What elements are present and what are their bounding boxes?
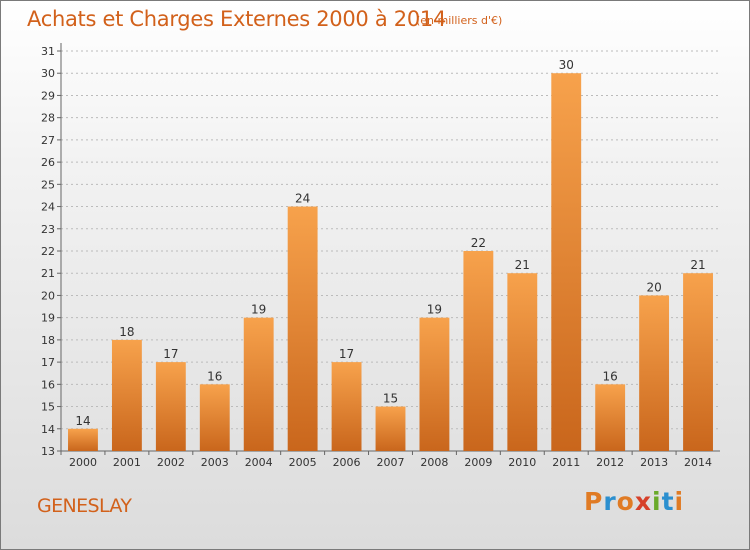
bar-value-label: 19 [427,303,442,317]
y-tick-label: 31 [41,45,55,58]
bar [683,273,713,451]
logo-letter: o [616,487,635,516]
bar-value-label: 24 [295,192,310,206]
bar [155,362,186,451]
bar [463,251,494,451]
x-tick-label: 2009 [464,456,492,469]
bar-value-label: 22 [471,236,486,250]
bar [111,339,142,451]
bar-value-label: 17 [339,347,354,361]
chart-unit-note: (en milliers d'€) [416,14,503,27]
y-tick-label: 21 [41,267,55,280]
logo-letter: t [661,487,675,516]
bar [375,406,406,451]
logo-letter: P [584,487,604,516]
y-tick-label: 15 [41,401,55,414]
bar-value-label: 17 [163,347,178,361]
bar-value-label: 19 [251,303,266,317]
bar-value-label: 21 [690,258,705,272]
bar [199,384,230,451]
bar [287,206,318,451]
bar-value-label: 30 [559,58,574,72]
y-tick-label: 30 [41,67,55,80]
y-tick-label: 13 [41,445,55,458]
bar [68,428,98,451]
bar [419,317,450,451]
x-tick-label: 2012 [596,456,624,469]
x-tick-label: 2004 [245,456,273,469]
bar [595,384,626,451]
y-tick-label: 17 [41,356,55,369]
y-tick-label: 23 [41,223,55,236]
x-tick-label: 2011 [552,456,580,469]
x-tick-label: 2013 [640,456,668,469]
y-tick-label: 25 [41,178,55,191]
x-tick-label: 2010 [508,456,536,469]
bar-value-label: 15 [383,392,398,406]
bar [551,73,582,451]
bar-value-label: 20 [646,280,661,294]
y-tick-label: 27 [41,134,55,147]
bar-value-label: 16 [207,369,222,383]
bar [331,362,362,451]
y-tick-label: 29 [41,89,55,102]
chart-title: Achats et Charges Externes 2000 à 2014 [27,7,447,31]
logo-letter: i [674,487,685,516]
x-tick-label: 2014 [684,456,712,469]
x-tick-label: 2001 [113,456,141,469]
bar-value-label: 14 [75,414,90,428]
bar-value-label: 18 [119,325,134,339]
x-tick-label: 2003 [201,456,229,469]
bar [507,273,538,451]
logo-letter: i [652,487,662,516]
x-tick-label: 2002 [157,456,185,469]
bar [639,295,670,451]
y-tick-label: 24 [41,201,55,214]
y-tick-label: 19 [41,312,55,325]
proxiti-logo: Proxiti [584,487,684,516]
x-tick-label: 2006 [333,456,361,469]
bar [243,317,274,451]
y-tick-label: 14 [41,423,55,436]
x-tick-label: 2008 [420,456,448,469]
y-tick-label: 22 [41,245,55,258]
x-tick-label: 2000 [69,456,97,469]
bar-value-label: 16 [603,369,618,383]
logo-letter: x [634,487,652,516]
y-tick-label: 18 [41,334,55,347]
logo-letter: r [603,487,617,516]
x-tick-label: 2005 [289,456,317,469]
commune-name: GENESLAY [37,495,132,517]
y-tick-label: 28 [41,112,55,125]
y-tick-label: 26 [41,156,55,169]
x-tick-label: 2007 [377,456,405,469]
y-tick-label: 16 [41,378,55,391]
y-tick-label: 20 [41,289,55,302]
bar-value-label: 21 [515,258,530,272]
